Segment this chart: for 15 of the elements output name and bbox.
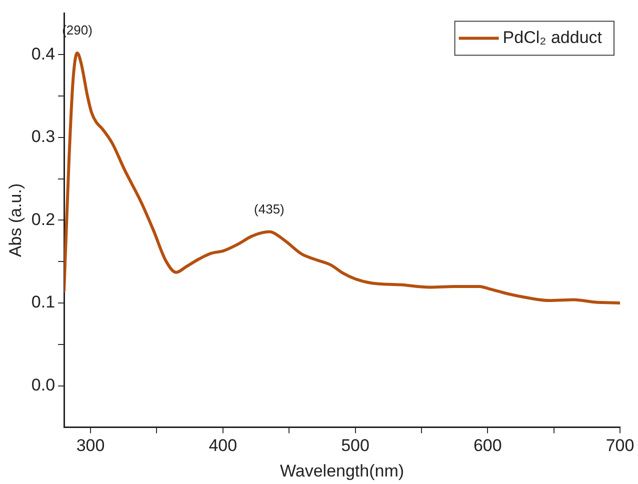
y-axis-title: Abs (a.u.): [6, 183, 25, 258]
x-axis-title: Wavelength(nm): [280, 461, 404, 480]
y-tick-label: 0.2: [31, 210, 56, 229]
x-tick-label: 300: [76, 436, 105, 456]
y-tick-label: 0.0: [31, 375, 56, 394]
y-tick-label: 0.1: [31, 292, 56, 312]
legend-label: PdCl₂ adduct: [502, 28, 602, 47]
y-tick-label: 0.4: [31, 44, 56, 64]
annotation: (435): [254, 201, 284, 216]
x-tick-label: 600: [473, 436, 502, 456]
line-series: [64, 51, 620, 304]
x-tick-label: 700: [606, 436, 634, 456]
y-tick-label: 0.3: [31, 127, 56, 146]
x-tick-label: 400: [208, 436, 238, 456]
x-tick-label: 500: [341, 436, 370, 456]
